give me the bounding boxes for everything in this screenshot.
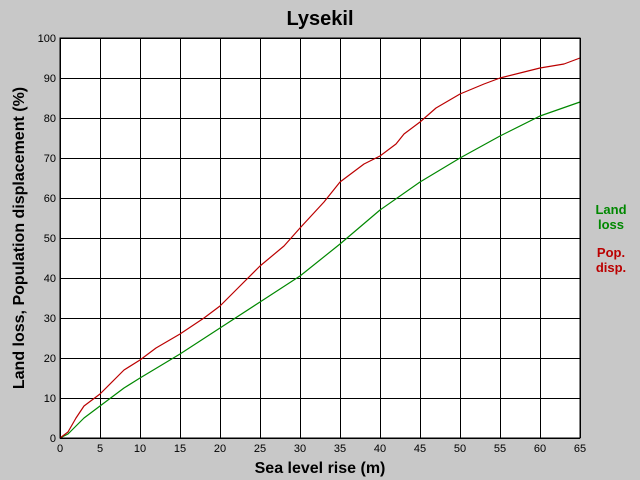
x-tick-label: 20 — [214, 443, 226, 455]
x-tick-label: 65 — [574, 443, 586, 455]
x-tick-label: 40 — [374, 443, 386, 455]
x-tick-label: 30 — [294, 443, 306, 455]
x-tick-label: 50 — [454, 443, 466, 455]
y-tick-label: 90 — [44, 73, 56, 85]
legend-land-loss-line2: loss — [598, 217, 624, 232]
series-layer — [59, 57, 581, 439]
x-axis-label: Sea level rise (m) — [255, 460, 386, 477]
x-tick-label: 5 — [97, 443, 103, 455]
y-tick-label: 30 — [44, 313, 56, 325]
y-tick-label: 40 — [44, 273, 56, 285]
y-tick-label: 100 — [38, 33, 56, 45]
legend-pop-disp-line1: Pop. — [597, 245, 625, 260]
x-tick-label: 35 — [334, 443, 346, 455]
y-axis-label: Land loss, Population displacement (%) — [11, 87, 28, 389]
plot-frame — [59, 37, 581, 439]
x-tick-label: 25 — [254, 443, 266, 455]
x-tick-label: 60 — [534, 443, 546, 455]
x-tick-label: 45 — [414, 443, 426, 455]
y-tick-label: 70 — [44, 153, 56, 165]
chart-title: Lysekil — [286, 8, 353, 30]
legend-pop-disp-line2: disp. — [596, 260, 626, 275]
y-tick-labels: 0 10 20 30 40 50 60 70 80 90 100 — [38, 33, 56, 445]
x-tick-label: 55 — [494, 443, 506, 455]
x-tick-label: 0 — [57, 443, 63, 455]
y-tick-label: 50 — [44, 233, 56, 245]
x-tick-labels: 0 5 10 15 20 25 30 35 40 45 50 55 60 65 — [57, 443, 586, 455]
x-tick-label: 15 — [174, 443, 186, 455]
x-tick-label: 10 — [134, 443, 146, 455]
series-line-land-loss — [59, 101, 581, 439]
y-tick-label: 60 — [44, 193, 56, 205]
legend-land-loss-line1: Land — [595, 202, 626, 217]
y-tick-label: 10 — [44, 393, 56, 405]
y-tick-label: 0 — [50, 433, 56, 445]
y-tick-label: 20 — [44, 353, 56, 365]
legend: Land loss Pop. disp. — [595, 202, 626, 275]
series-line-pop-disp — [59, 57, 581, 439]
y-tick-label: 80 — [44, 113, 56, 125]
